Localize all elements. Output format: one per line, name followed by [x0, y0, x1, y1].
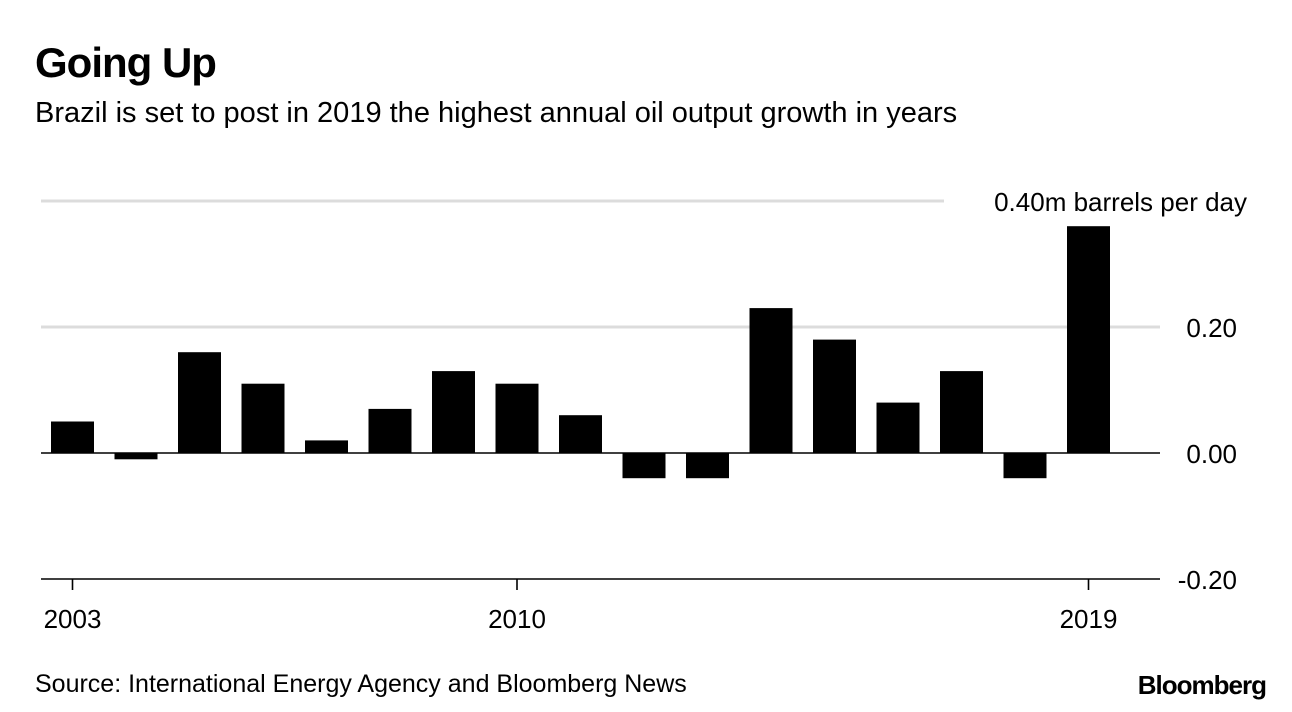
- bar-layer: [51, 226, 1110, 479]
- x-tick-label: 2019: [1060, 604, 1118, 634]
- bar-2012: [622, 453, 666, 479]
- chart-title: Going Up: [35, 39, 217, 86]
- bar-2005: [178, 352, 221, 453]
- bar-2010: [495, 383, 539, 453]
- bar-2019: [1067, 226, 1110, 453]
- bar-2009: [432, 371, 475, 453]
- bar-2003: [51, 421, 94, 453]
- chart-subtitle: Brazil is set to post in 2019 the highes…: [35, 97, 958, 129]
- bar-2008: [368, 408, 412, 453]
- bar-2014: [749, 308, 793, 453]
- grid-layer: [41, 199, 1160, 329]
- source-note: Source: International Energy Agency and …: [35, 670, 687, 698]
- bar-2015: [813, 339, 856, 453]
- bloomberg-logo: Bloomberg: [1137, 670, 1267, 700]
- y-tick-label: 0.00: [1186, 439, 1237, 469]
- y-tick-label: 0.20: [1186, 313, 1237, 343]
- bar-2006: [241, 383, 285, 453]
- axis-layer: [41, 452, 1160, 590]
- y-tick-label: -0.20: [1178, 565, 1237, 595]
- label-layer: 0.40m barrels per day 0.20 0.00 -0.20 2003 20…: [44, 187, 1247, 634]
- y-axis-unit-label: 0.40m barrels per day: [994, 187, 1247, 217]
- bar-2007: [305, 440, 348, 453]
- bar-2018: [1003, 453, 1047, 479]
- x-tick-label: 2010: [488, 604, 546, 634]
- bar-2016: [876, 402, 920, 453]
- bar-2017: [940, 371, 983, 453]
- x-tick-label: 2003: [44, 604, 102, 634]
- bar-2013: [686, 453, 729, 479]
- bar-2011: [559, 415, 602, 453]
- bar-2004: [114, 453, 158, 460]
